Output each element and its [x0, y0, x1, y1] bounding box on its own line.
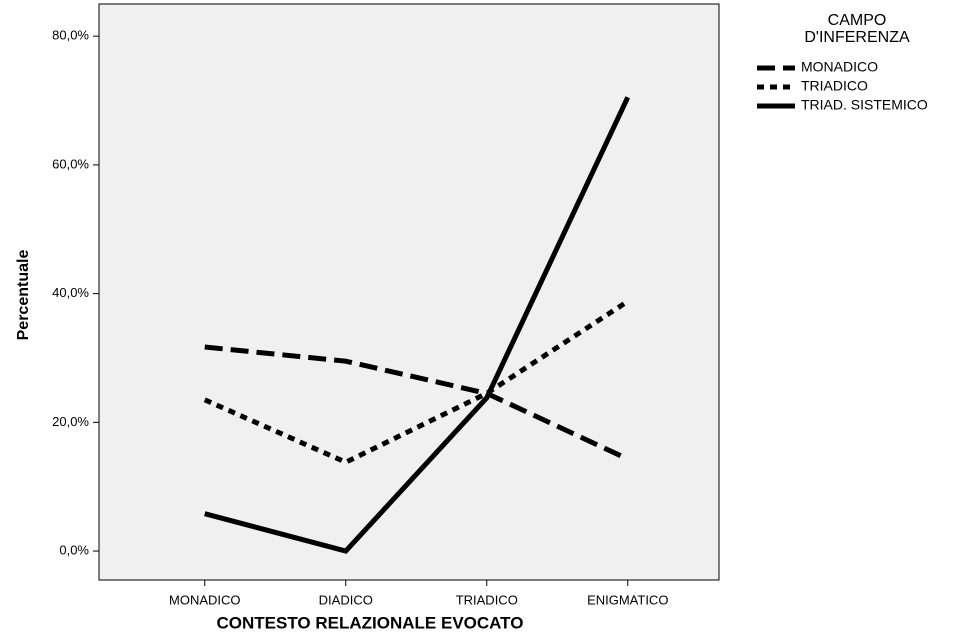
series-line	[204, 344, 629, 462]
y-tick-label: 0,0%	[59, 542, 89, 557]
legend-label: TRIADICO	[801, 78, 868, 94]
y-axis-label: Percentuale	[15, 250, 32, 341]
series-line	[203, 299, 630, 465]
legend-label: MONADICO	[801, 59, 878, 75]
y-tick-label: 20,0%	[52, 414, 89, 429]
y-tick-label: 40,0%	[52, 285, 89, 300]
x-tick-label: DIADICO	[319, 592, 373, 607]
legend-title: CAMPO D'INFERENZA	[804, 12, 910, 46]
legend-label: TRIAD. SISTEMICO	[801, 97, 928, 113]
y-tick-label: 60,0%	[52, 156, 89, 171]
series-line	[204, 96, 631, 554]
x-axis-label: CONTESTO RELAZIONALE EVOCATO	[217, 613, 524, 632]
x-tick-label: ENIGMATICO	[587, 592, 668, 607]
y-tick-label: 80,0%	[52, 28, 89, 43]
x-tick-label: MONADICO	[169, 592, 241, 607]
plot-area	[98, 3, 720, 581]
x-tick-label: TRIADICO	[456, 592, 518, 607]
